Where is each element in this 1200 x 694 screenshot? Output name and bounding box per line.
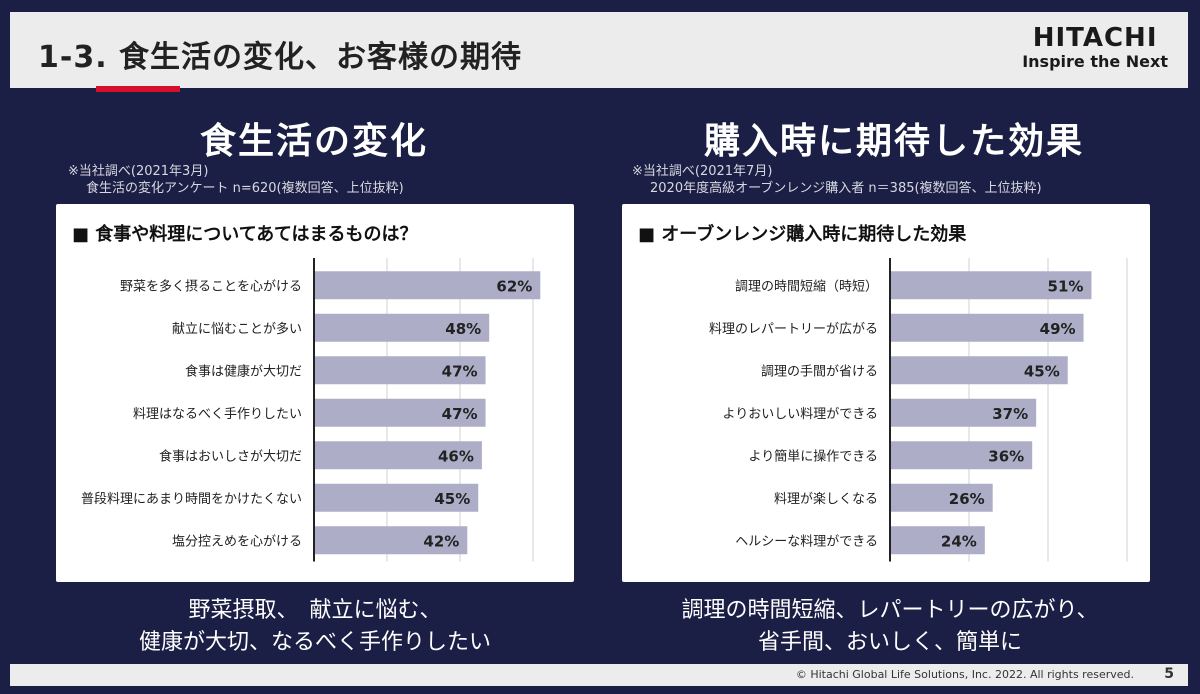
right-value-label: 24%	[941, 532, 977, 550]
right-value-label: 49%	[1040, 320, 1076, 338]
hitachi-logo: HITACHI Inspire the Next	[1022, 24, 1168, 72]
left-bar	[314, 356, 486, 385]
right-section-title: 購入時に期待した効果	[704, 121, 1085, 162]
slide-footer: © Hitachi Global Life Solutions, Inc. 20…	[10, 664, 1188, 686]
accent-bar	[96, 86, 180, 92]
right-chart-panel: ■ オーブンレンジ購入時に期待した効果 調理の時間短縮（時短） 51% 料理のレパー…	[622, 204, 1150, 582]
left-value-label: 48%	[445, 320, 481, 338]
right-note-line1: ※当社調べ(2021年7月)	[632, 164, 773, 179]
right-bar-chart: 調理の時間短縮（時短） 51% 料理のレパートリーが広がる 49% 調理の手間が省ける 4…	[709, 258, 1128, 562]
right-category-label: 料理のレパートリーが広がる	[709, 322, 878, 337]
right-summary-line1: 調理の時間短縮、レパートリーの広がり、	[681, 598, 1099, 623]
left-category-label: 料理はなるべく手作りしたい	[133, 407, 302, 422]
left-summary-line1: 野菜摂取、 献立に悩む、	[188, 598, 442, 623]
left-category-label: 食事は健康が大切だ	[185, 363, 302, 379]
right-category-label: ヘルシーな料理ができる	[735, 534, 878, 549]
left-category-label: 食事はおいしさが大切だ	[159, 448, 302, 464]
right-bar	[890, 313, 1084, 342]
slide-title: 1-3. 食生活の変化、お客様の期待	[38, 40, 523, 75]
right-panel-heading: ■ オーブンレンジ購入時に期待した効果	[638, 224, 967, 245]
left-bar	[314, 441, 482, 470]
brand-name: HITACHI	[1032, 23, 1158, 53]
left-value-label: 42%	[423, 532, 459, 550]
left-value-label: 47%	[442, 362, 478, 380]
left-bar	[314, 271, 541, 300]
page-number: 5	[1164, 666, 1174, 682]
left-bar	[314, 398, 486, 427]
left-summary-line2: 健康が大切、なるべく手作りしたい	[138, 630, 491, 655]
left-category-label: 野菜を多く摂ることを心がける	[120, 278, 302, 294]
left-category-label: 献立に悩むことが多い	[172, 321, 302, 337]
copyright: © Hitachi Global Life Solutions, Inc. 20…	[795, 668, 1134, 681]
left-chart-panel: ■ 食事や料理についてあてはまるものは？ 野菜を多く摂ることを心がける 62% 献立…	[56, 204, 574, 582]
right-bar	[890, 483, 993, 512]
left-section-title: 食生活の変化	[200, 121, 429, 162]
left-bar	[314, 483, 479, 512]
left-bar	[314, 526, 468, 555]
right-category-label: よりおいしい料理ができる	[723, 407, 878, 422]
right-category-label: 調理の時間短縮（時短）	[735, 278, 878, 294]
left-note-line1: ※当社調べ(2021年3月)	[68, 164, 209, 179]
left-panel-heading: ■ 食事や料理についてあてはまるものは？	[72, 224, 418, 245]
right-value-label: 45%	[1024, 362, 1060, 380]
left-bar-chart: 野菜を多く摂ることを心がける 62% 献立に悩むことが多い 48% 食事は健康が大切だ 4…	[81, 258, 541, 562]
left-summary: 野菜摂取、 献立に悩む、 健康が大切、なるべく手作りしたい	[80, 595, 550, 659]
right-bar	[890, 271, 1092, 300]
left-value-label: 62%	[496, 277, 532, 295]
left-value-label: 47%	[442, 405, 478, 423]
right-bar	[890, 398, 1037, 427]
right-value-label: 51%	[1048, 277, 1084, 295]
left-note-line2: 食生活の変化アンケート n=620(複数回答、上位抜粋)	[86, 181, 404, 196]
right-bar	[890, 441, 1033, 470]
left-bar	[314, 313, 490, 342]
right-value-label: 37%	[992, 405, 1028, 423]
brand-tagline: Inspire the Next	[1022, 52, 1168, 71]
left-value-label: 46%	[438, 447, 474, 465]
left-category-label: 塩分控えめを心がける	[172, 534, 302, 549]
right-category-label: 調理の手間が省ける	[761, 364, 878, 379]
right-bar	[890, 526, 985, 555]
left-value-label: 45%	[434, 490, 470, 508]
right-category-label: 料理が楽しくなる	[774, 491, 878, 507]
right-value-label: 36%	[988, 447, 1024, 465]
right-summary-line2: 省手間、おいしく、簡単に	[757, 630, 1022, 655]
right-summary: 調理の時間短縮、レパートリーの広がり、 省手間、おいしく、簡単に	[640, 595, 1140, 659]
left-category-label: 普段料理にあまり時間をかけたくない	[81, 492, 302, 507]
slide-header: 1-3. 食生活の変化、お客様の期待 HITACHI Inspire the N…	[10, 12, 1188, 88]
right-note-line2: 2020年度高級オーブンレンジ購入者 n＝385(複数回答、上位抜粋)	[650, 181, 1042, 196]
right-value-label: 26%	[949, 490, 985, 508]
right-bar	[890, 356, 1068, 385]
right-category-label: より簡単に操作できる	[749, 448, 878, 464]
